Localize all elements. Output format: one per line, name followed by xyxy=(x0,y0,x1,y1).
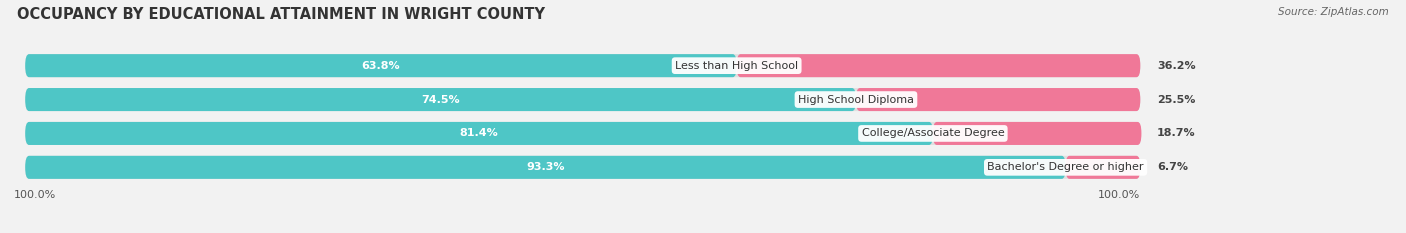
Text: 74.5%: 74.5% xyxy=(422,95,460,105)
FancyBboxPatch shape xyxy=(25,156,1140,179)
FancyBboxPatch shape xyxy=(25,156,1066,179)
Text: 93.3%: 93.3% xyxy=(526,162,565,172)
Text: Less than High School: Less than High School xyxy=(675,61,799,71)
FancyBboxPatch shape xyxy=(856,88,1140,111)
Text: High School Diploma: High School Diploma xyxy=(799,95,914,105)
FancyBboxPatch shape xyxy=(25,122,1140,145)
Text: 81.4%: 81.4% xyxy=(460,128,499,138)
Text: 100.0%: 100.0% xyxy=(1098,190,1140,200)
FancyBboxPatch shape xyxy=(737,54,1140,77)
FancyBboxPatch shape xyxy=(25,54,1140,77)
Text: 6.7%: 6.7% xyxy=(1157,162,1188,172)
Text: 18.7%: 18.7% xyxy=(1157,128,1195,138)
Text: OCCUPANCY BY EDUCATIONAL ATTAINMENT IN WRIGHT COUNTY: OCCUPANCY BY EDUCATIONAL ATTAINMENT IN W… xyxy=(17,7,546,22)
Text: 25.5%: 25.5% xyxy=(1157,95,1195,105)
Text: Bachelor's Degree or higher: Bachelor's Degree or higher xyxy=(987,162,1144,172)
Text: College/Associate Degree: College/Associate Degree xyxy=(862,128,1004,138)
FancyBboxPatch shape xyxy=(25,54,737,77)
FancyBboxPatch shape xyxy=(25,88,856,111)
FancyBboxPatch shape xyxy=(1066,156,1140,179)
FancyBboxPatch shape xyxy=(25,122,934,145)
Text: 63.8%: 63.8% xyxy=(361,61,401,71)
FancyBboxPatch shape xyxy=(25,88,1140,111)
Text: 100.0%: 100.0% xyxy=(14,190,56,200)
FancyBboxPatch shape xyxy=(934,122,1142,145)
Text: Source: ZipAtlas.com: Source: ZipAtlas.com xyxy=(1278,7,1389,17)
Text: 36.2%: 36.2% xyxy=(1157,61,1195,71)
